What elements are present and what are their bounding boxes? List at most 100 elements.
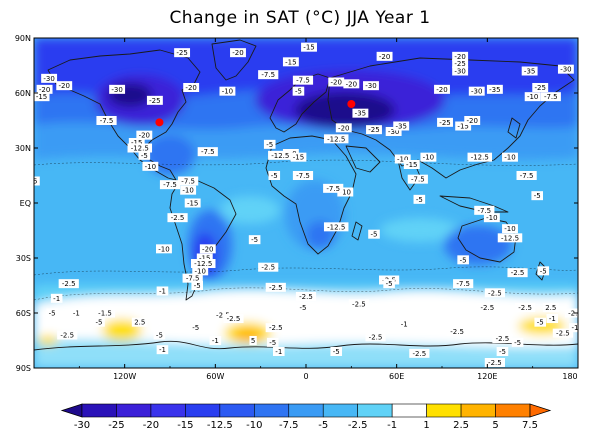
contour-label-text: -35 [489,86,500,94]
lat-tick-label: 90S [16,364,31,373]
contour-label: -2.5 [58,279,79,289]
contour-label: -25 [437,117,453,127]
contour-label-text: -20 [338,124,349,132]
map-plot-area: -25-15-20 -20 -20-25-30 -35 -30-30-20-20-15-… [31,38,582,368]
contour-label-text: -15 [457,123,468,131]
contour-label: -7.5 [178,176,199,186]
contour-label-text: -1 [159,346,166,354]
contour-label-text: -20 [39,86,50,94]
contour-label-box [292,86,305,96]
map-markers [155,100,356,127]
latitude-ticks: 90N 60N 30N EQ 30S 60S 90S [15,34,578,373]
contour-label-text: -25 [176,49,187,57]
contour-label: -5 [534,317,547,327]
contour-label: -2.5 [507,268,528,278]
contour-label: -2.5 [295,292,317,301]
contour-label-text: -5 [460,256,467,264]
contour-label: -20 [230,48,246,58]
contour-label-text: -20 [202,245,213,253]
contour-label-text: -1 [275,348,282,356]
contour-label: -10 [219,86,236,96]
contour-label-box [368,229,380,239]
contour-label-text: -5 [192,324,199,332]
lat-tick-label: EQ [20,199,31,208]
contour-label-box [398,319,411,329]
contour-label-box [136,130,153,140]
contour-label-text: -10 [397,156,408,164]
contour-label-box [385,127,402,136]
cold-australia [444,225,512,265]
contour-label-text: -1 [571,324,578,332]
contour-label-text: -5 [31,178,38,186]
contour-label-text: -12.5 [271,152,289,160]
contour-label: -20 [376,51,393,61]
contour-label-text: -10 [222,88,233,96]
contour-label-text: -20 [185,84,196,92]
contour-label: -5 [191,281,203,290]
contour-label-text: -10 [527,93,538,101]
contour-label-text: -7.5 [163,181,177,189]
contour-label-text: -5 [499,348,506,356]
contour-label-box [323,222,349,232]
contour-label: -5 [330,347,343,356]
contour-label: -7.5 [323,183,344,193]
contour-label-box [437,117,453,127]
contour-label-text: -5 [371,231,378,239]
contour-label-text: -2.5 [216,311,230,319]
coast-japan [507,117,521,139]
contour-label: -5 [46,308,58,318]
colorbar-bin [391,403,427,418]
contour-label-text: -7.5 [544,93,558,101]
contour-label: -1 [209,336,222,345]
contour-label: -15 [403,160,420,169]
contour-label-text: -20 [59,82,70,90]
contour-label-text: -10 [486,214,497,222]
core-eurasia-extreme [295,92,395,128]
contour-label-text: -2.5 [556,330,570,338]
contour-label-box [413,194,426,204]
contour-label-text: -25 [368,126,379,134]
contour-label-box [376,51,393,61]
contour-label-box [36,84,53,94]
contour-label: -15 [290,152,307,162]
contour-label: -2.5 [348,299,369,309]
colorbar-tick-label: -1 [387,420,397,431]
contour-label-box [507,268,528,278]
contour-label-box [511,337,524,347]
contour-label-text: -20 [467,117,478,125]
contour-label: -2.5 [212,310,233,320]
contour-label-text: -7.5 [456,280,470,288]
contour-label-box [180,185,197,195]
coast-europe [269,73,331,133]
contour-label-text: -20 [379,53,390,61]
contour-label: -5 [292,86,305,96]
contour-label: -7.5 [407,174,428,184]
contour-label-text: -1 [73,310,80,318]
contour-label-text: -30 [365,82,376,90]
contour-label-box [265,282,286,292]
contour-label-box [131,317,148,327]
contour-label-box [352,108,369,118]
contour-label-text: -12.5 [327,223,345,231]
contour-label-box [266,337,279,347]
colorbar-tick-label: -25 [108,420,124,431]
contour-label: -2.5 [552,328,573,338]
contour-label-text: -2.5 [568,310,582,318]
contour-mid [34,159,578,166]
colorbar-bin [219,403,255,418]
contour-label-box [516,171,537,180]
contour-label: 5 [249,336,257,345]
colorbar-arrow-max [529,403,552,418]
contour-label: -5 [263,139,276,149]
contour-label-text: -2.5 [496,335,510,343]
contour-label: -7.5 [540,92,561,102]
contour-label-box [457,255,469,265]
contour-label: -5 [268,171,281,180]
contour-label: -5 [189,323,202,333]
contour-label: -30 [452,66,469,76]
contour-label-text: -2.5 [352,300,366,308]
contour-label: -15 [128,138,145,147]
contour-label-box [532,83,549,92]
contour-label-box [41,73,58,83]
colorbar-tick-label: 7.5 [522,420,538,431]
